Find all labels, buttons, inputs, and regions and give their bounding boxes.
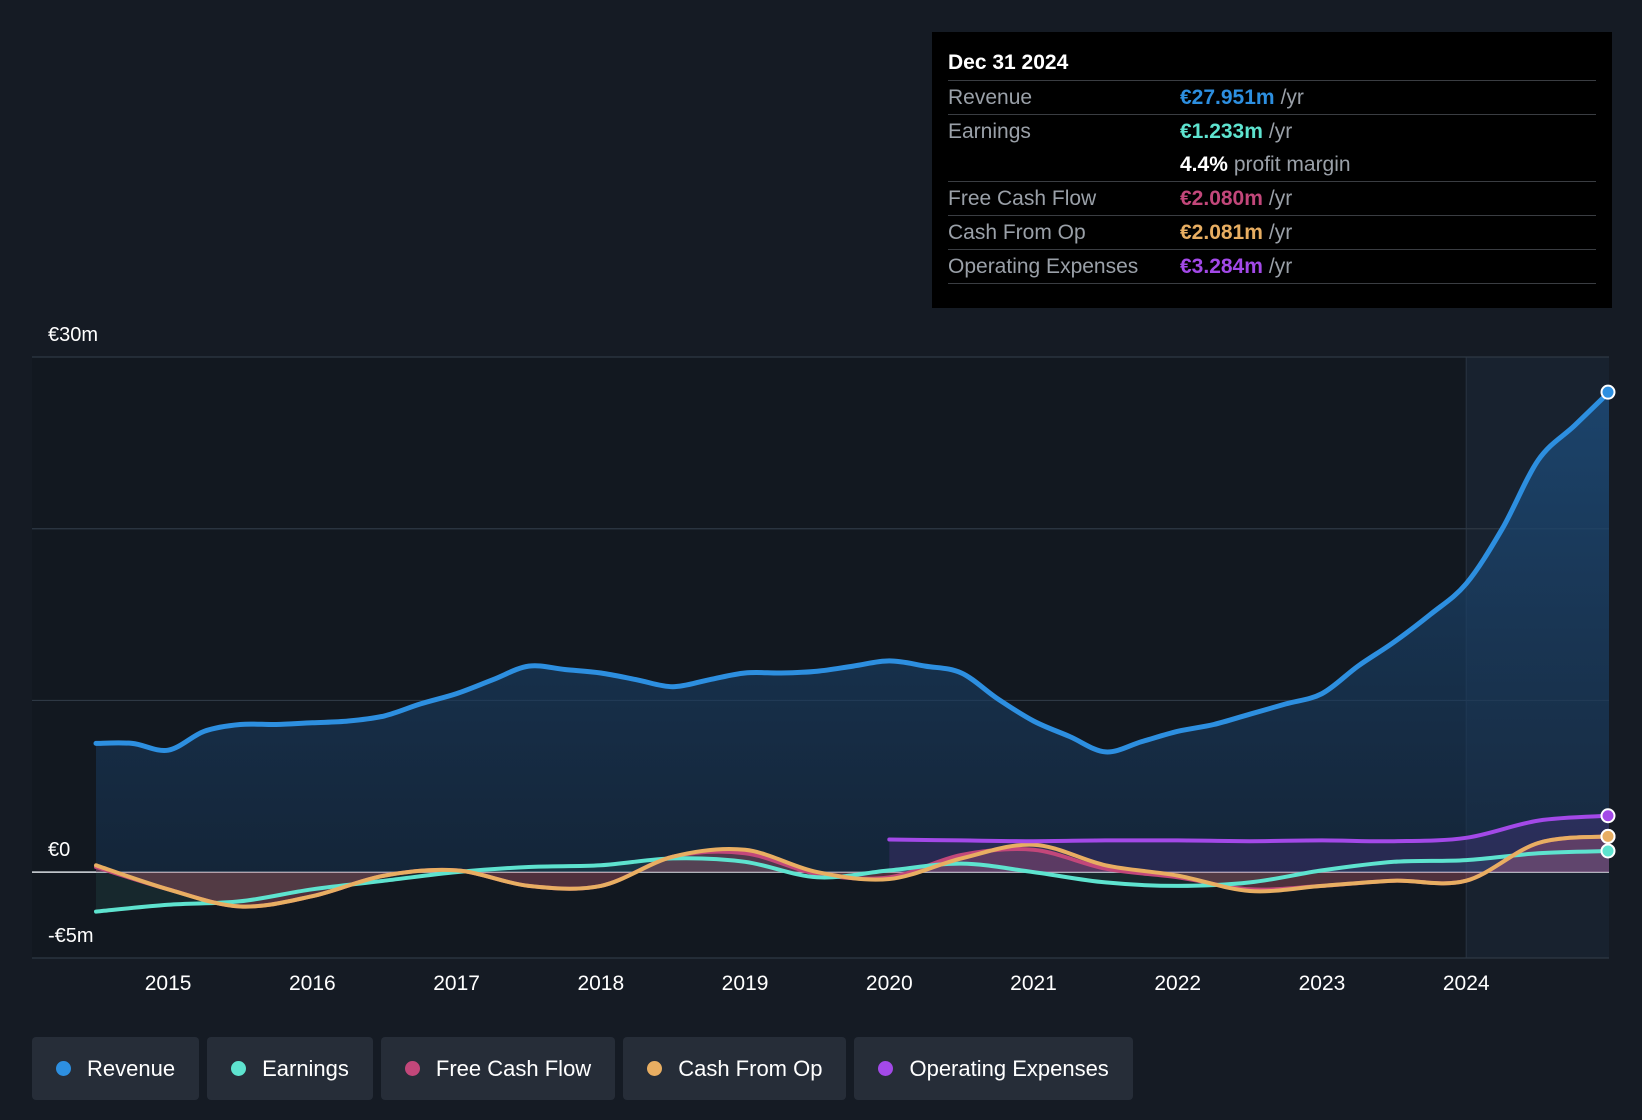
tooltip-label: Earnings <box>948 119 1031 143</box>
endpoint-marker-earnings <box>1600 843 1616 859</box>
tooltip-unit: /yr <box>1280 85 1304 109</box>
x-tick-label: 2024 <box>1443 972 1490 995</box>
tooltip-row-operating-expenses: Operating Expenses €3.284m /yr <box>948 249 1596 284</box>
x-tick-label: 2019 <box>722 972 769 995</box>
endpoint-marker-cash-from-op <box>1600 828 1616 844</box>
tooltip-label: Revenue <box>948 85 1033 109</box>
legend: Revenue Earnings Free Cash Flow Cash Fro… <box>32 1037 1133 1100</box>
legend-dot-icon <box>56 1061 71 1076</box>
endpoint-marker-operating-expenses <box>1600 808 1616 824</box>
endpoint-marker-revenue <box>1600 384 1616 400</box>
y-tick-label: -€5m <box>48 925 94 947</box>
series-line-revenue <box>93 389 1612 755</box>
x-tick-label: 2017 <box>433 972 480 995</box>
tooltip-panel: Dec 31 2024 Revenue €27.951m /yr Earning… <box>932 32 1612 308</box>
tooltip-label: Free Cash Flow <box>948 186 1097 210</box>
y-tick-label: €0 <box>48 839 70 861</box>
legend-dot-icon <box>231 1061 247 1076</box>
legend-item-free-cash-flow[interactable]: Free Cash Flow <box>380 1037 616 1100</box>
x-tick-label: 2018 <box>577 972 624 995</box>
tooltip-row-cash-from-op: Cash From Op €2.081m /yr <box>948 215 1596 249</box>
tooltip-value: 4.4% <box>1180 152 1228 176</box>
x-tick-label: 2015 <box>145 972 192 995</box>
legend-label: Free Cash Flow <box>435 1055 592 1081</box>
tooltip-value: €2.080m <box>1180 186 1263 210</box>
tooltip-unit: /yr <box>1268 220 1293 244</box>
tooltip-label: Cash From Op <box>948 220 1086 244</box>
legend-item-revenue[interactable]: Revenue <box>32 1037 200 1100</box>
tooltip-unit: /yr <box>1268 254 1293 278</box>
tooltip-row-revenue: Revenue €27.951m /yr <box>948 80 1596 114</box>
legend-item-cash-from-op[interactable]: Cash From Op <box>623 1037 847 1100</box>
legend-dot-icon <box>404 1061 420 1076</box>
series-line-cash-from-op <box>94 834 1611 909</box>
legend-item-earnings[interactable]: Earnings <box>207 1037 373 1100</box>
tooltip-value: €2.081m <box>1180 220 1263 244</box>
series-line-operating-expenses <box>887 813 1611 844</box>
tooltip-unit: /yr <box>1268 186 1293 210</box>
tooltip-row-free-cash-flow: Free Cash Flow €2.080m /yr <box>948 181 1596 215</box>
tooltip-unit: /yr <box>1268 119 1293 143</box>
legend-dot-icon <box>878 1061 894 1076</box>
legend-label: Cash From Op <box>678 1055 823 1081</box>
tooltip-unit: profit margin <box>1233 152 1351 176</box>
x-tick-label: 2023 <box>1299 972 1346 995</box>
x-tick-label: 2020 <box>866 972 913 995</box>
legend-dot-icon <box>647 1061 663 1076</box>
legend-label: Revenue <box>87 1055 176 1081</box>
tooltip-label: Operating Expenses <box>948 254 1139 278</box>
legend-label: Earnings <box>262 1055 349 1081</box>
tooltip-value: €3.284m <box>1180 254 1263 278</box>
x-tick-label: 2021 <box>1010 972 1057 995</box>
tooltip-row-profit-margin: 4.4% profit margin <box>948 148 1596 181</box>
tooltip-date: Dec 31 2024 <box>948 51 1069 74</box>
series-area-revenue <box>96 392 1609 873</box>
legend-item-operating-expenses[interactable]: Operating Expenses <box>854 1037 1133 1100</box>
tooltip-value: €1.233m <box>1180 119 1263 143</box>
x-tick-label: 2022 <box>1154 972 1201 995</box>
tooltip-row-earnings: Earnings €1.233m /yr <box>948 114 1596 148</box>
tooltip-value: €27.951m <box>1180 85 1275 109</box>
y-tick-label: €30m <box>48 324 98 346</box>
legend-label: Operating Expenses <box>909 1055 1109 1081</box>
x-tick-label: 2016 <box>289 972 336 995</box>
